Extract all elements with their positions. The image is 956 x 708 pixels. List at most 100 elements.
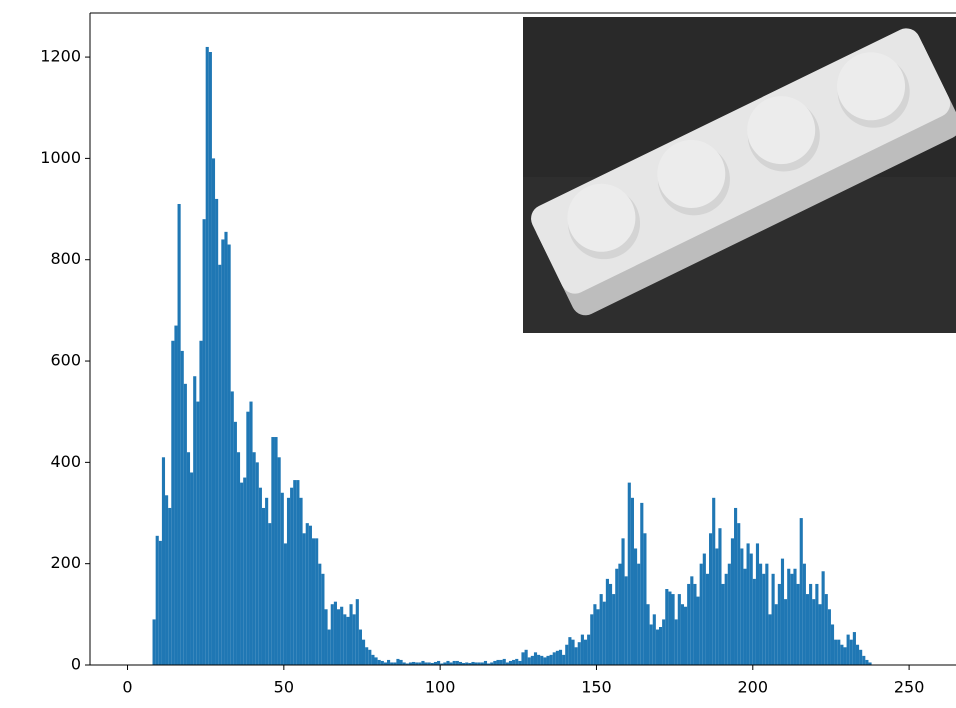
bar — [668, 591, 672, 665]
bar — [608, 583, 613, 665]
bar — [859, 649, 863, 665]
brick — [531, 28, 956, 316]
bar — [165, 495, 169, 665]
bar — [730, 538, 735, 665]
bar — [718, 528, 722, 665]
x-tick-label: 250 — [894, 678, 925, 697]
bar — [221, 239, 225, 665]
x-tick-label: 100 — [425, 678, 456, 697]
bar — [468, 662, 472, 665]
bar — [346, 616, 350, 665]
bar — [387, 659, 391, 665]
bar — [799, 518, 803, 665]
bar — [377, 659, 381, 665]
bar — [643, 533, 647, 665]
bar — [680, 604, 685, 665]
bar — [480, 662, 484, 665]
bar — [199, 340, 203, 665]
bar — [840, 644, 844, 665]
bar — [652, 614, 656, 665]
bar — [849, 639, 853, 665]
bar — [590, 614, 594, 665]
bar — [862, 655, 866, 665]
bar — [349, 604, 353, 665]
bar — [765, 563, 769, 665]
bar — [837, 639, 841, 665]
bar — [246, 411, 250, 665]
bar — [734, 507, 738, 665]
bar — [418, 662, 422, 665]
stud — [657, 139, 726, 208]
bar — [696, 596, 700, 665]
bar — [252, 452, 256, 665]
y-tick-label: 200 — [50, 553, 81, 572]
bar — [558, 649, 563, 665]
bar — [815, 583, 819, 665]
bar — [452, 660, 456, 665]
bar — [408, 662, 413, 665]
bar — [315, 538, 319, 665]
bar — [371, 654, 375, 665]
bar — [727, 563, 731, 665]
bar — [343, 614, 347, 665]
bar — [702, 553, 706, 665]
bar — [196, 401, 200, 665]
bar — [715, 548, 719, 665]
bar — [693, 583, 697, 665]
bar — [361, 639, 366, 665]
bar — [321, 573, 325, 665]
x-tick-label: 50 — [274, 678, 294, 697]
bar — [555, 650, 559, 665]
bar — [437, 660, 441, 665]
bar — [546, 655, 550, 665]
bar — [190, 472, 194, 665]
bar — [290, 487, 294, 665]
stud — [567, 183, 636, 252]
bar — [658, 627, 663, 665]
y-tick-label: 1200 — [40, 47, 81, 66]
bar — [599, 594, 603, 665]
bar — [430, 662, 434, 665]
bar — [483, 660, 488, 665]
bar — [699, 563, 703, 665]
bar — [283, 543, 287, 665]
bar — [662, 619, 666, 665]
y-tick-label: 600 — [50, 351, 81, 370]
bar — [537, 654, 541, 665]
bar — [746, 543, 750, 665]
bar — [562, 654, 566, 665]
bar — [602, 601, 606, 665]
bar — [433, 661, 438, 665]
bar — [596, 609, 600, 665]
bar — [518, 660, 522, 665]
bar — [305, 523, 309, 665]
bar — [233, 421, 237, 665]
x-tick-label: 0 — [122, 678, 132, 697]
bar — [865, 659, 869, 665]
bar — [812, 599, 816, 665]
bar — [327, 629, 331, 665]
bar — [271, 437, 275, 665]
bar — [780, 558, 785, 665]
bar — [168, 507, 172, 665]
bar — [784, 599, 788, 665]
y-tick-label: 400 — [50, 452, 81, 471]
bar — [180, 350, 184, 665]
bar — [280, 492, 284, 665]
bar — [496, 659, 500, 665]
bar — [152, 619, 156, 665]
bar — [777, 583, 781, 665]
bar — [671, 594, 675, 665]
bar — [843, 647, 847, 665]
bar — [687, 583, 691, 665]
bar — [852, 632, 856, 665]
bar — [665, 589, 669, 665]
bar — [383, 662, 388, 665]
bar — [552, 652, 556, 665]
bar — [749, 553, 753, 665]
bar — [368, 649, 372, 665]
bar — [446, 660, 450, 665]
bar — [249, 401, 253, 665]
bar — [183, 383, 187, 665]
bar — [265, 497, 269, 665]
